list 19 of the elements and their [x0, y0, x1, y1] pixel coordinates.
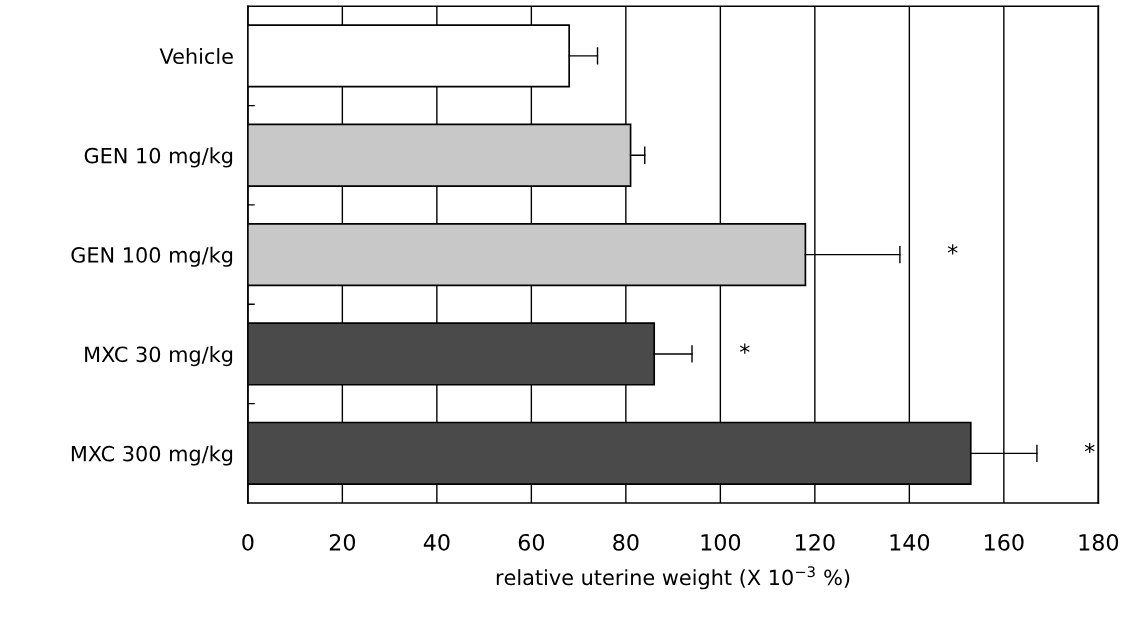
x-tick-label: 60 — [518, 533, 545, 551]
annotation: * — [739, 343, 750, 354]
x-tick-label: 160 — [985, 533, 1024, 551]
x-axis-title: relative uterine weight (X 10$^{−3}$ %) — [496, 566, 850, 590]
annotation: * — [1084, 442, 1095, 454]
y-tick-label: Vehicle — [159, 47, 233, 65]
y-tick-label: MXC 30 mg/kg — [85, 346, 233, 367]
y-tick-label: GEN 100 mg/kg — [71, 246, 233, 267]
x-tick-label: 140 — [890, 533, 930, 551]
y-tick-label: GEN 10 mg/kg — [84, 147, 233, 168]
annotation: * — [947, 244, 958, 255]
y-tick-label: MXC 300 mg/kg — [71, 445, 233, 466]
x-tick-label: 100 — [701, 533, 741, 551]
x-tick-label: 180 — [1079, 533, 1119, 551]
x-tick-label: 20 — [329, 533, 356, 551]
x-tick-label: 80 — [613, 533, 639, 551]
x-tick-label: 120 — [796, 533, 835, 551]
x-tick-label: 40 — [423, 533, 450, 551]
x-tick-label: 0 — [242, 533, 254, 551]
